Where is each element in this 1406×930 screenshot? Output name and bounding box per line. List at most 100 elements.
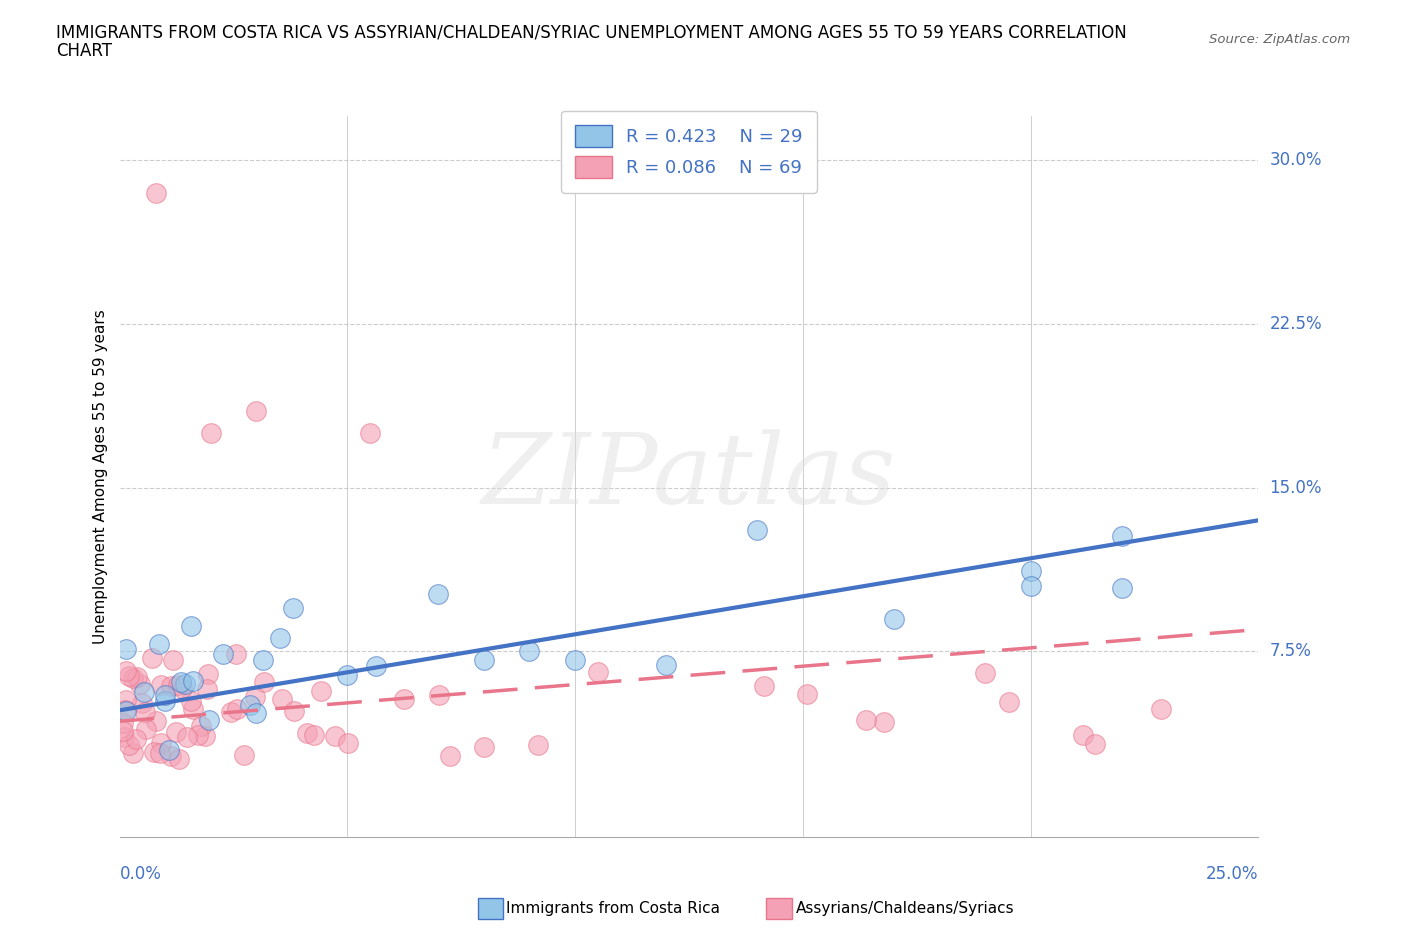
Point <box>197 681 219 696</box>
Point <box>219 705 242 720</box>
Point <box>115 642 138 657</box>
Text: CHART: CHART <box>56 42 112 60</box>
Point <box>197 712 219 727</box>
Point <box>176 730 198 745</box>
Point <box>233 748 256 763</box>
Point <box>302 728 325 743</box>
Point <box>153 694 176 709</box>
Point <box>245 404 267 418</box>
Point <box>225 702 247 717</box>
Point <box>167 678 190 693</box>
Point <box>165 724 187 739</box>
Point <box>112 724 135 738</box>
Point <box>1071 727 1094 742</box>
Point <box>180 618 202 633</box>
Point <box>392 692 415 707</box>
Point <box>190 719 212 734</box>
Point <box>873 714 896 729</box>
Point <box>855 713 877 728</box>
Point <box>359 426 381 441</box>
Point <box>238 698 260 712</box>
Point <box>132 684 155 699</box>
Point <box>118 737 141 752</box>
Point <box>472 653 495 668</box>
Point <box>519 644 541 658</box>
Text: Assyrians/Chaldeans/Syriacs: Assyrians/Chaldeans/Syriacs <box>796 901 1014 916</box>
Point <box>160 678 183 693</box>
Point <box>1111 528 1133 543</box>
Point <box>145 185 167 200</box>
Point <box>655 658 678 672</box>
Legend: R = 0.423    N = 29, R = 0.086    N = 69: R = 0.423 N = 29, R = 0.086 N = 69 <box>561 111 817 193</box>
Point <box>131 696 153 711</box>
Point <box>143 745 166 760</box>
Point <box>472 740 495 755</box>
Point <box>148 637 170 652</box>
Text: 0.0%: 0.0% <box>120 865 162 883</box>
Point <box>115 693 138 708</box>
Point <box>150 678 173 693</box>
Point <box>225 646 247 661</box>
Point <box>1150 701 1173 716</box>
Point <box>243 690 266 705</box>
Point <box>527 737 550 752</box>
Point <box>747 523 769 538</box>
Point <box>162 653 184 668</box>
Point <box>883 612 905 627</box>
Point <box>170 674 193 689</box>
Text: 22.5%: 22.5% <box>1270 314 1322 333</box>
Text: 25.0%: 25.0% <box>1206 865 1258 883</box>
Text: IMMIGRANTS FROM COSTA RICA VS ASSYRIAN/CHALDEAN/SYRIAC UNEMPLOYMENT AMONG AGES 5: IMMIGRANTS FROM COSTA RICA VS ASSYRIAN/C… <box>56 23 1128 41</box>
Point <box>796 687 818 702</box>
Point <box>149 745 172 760</box>
Point <box>125 731 148 746</box>
Point <box>323 729 346 744</box>
Point <box>336 668 359 683</box>
Point <box>211 647 233 662</box>
Point <box>269 631 291 645</box>
Point <box>187 728 209 743</box>
Point <box>974 666 997 681</box>
Point <box>252 652 274 667</box>
Point <box>427 587 450 602</box>
Point <box>174 677 197 692</box>
Point <box>295 725 318 740</box>
Text: 15.0%: 15.0% <box>1270 479 1322 497</box>
Point <box>366 658 388 673</box>
Point <box>112 730 135 745</box>
Point <box>281 601 304 616</box>
Point <box>564 653 586 668</box>
Point <box>159 748 181 763</box>
Point <box>125 670 148 684</box>
Point <box>122 746 145 761</box>
Point <box>180 694 202 709</box>
Point <box>337 736 360 751</box>
Text: Immigrants from Costa Rica: Immigrants from Costa Rica <box>506 901 720 916</box>
Point <box>153 687 176 702</box>
Point <box>1111 581 1133 596</box>
Point <box>167 751 190 766</box>
Point <box>134 704 156 719</box>
Point <box>752 678 775 693</box>
Point <box>197 667 219 682</box>
Point <box>115 704 138 719</box>
Text: 7.5%: 7.5% <box>1270 643 1312 660</box>
Point <box>114 702 136 717</box>
Point <box>1019 564 1042 578</box>
Point <box>200 426 222 441</box>
Point <box>170 681 193 696</box>
Point <box>271 691 294 706</box>
Point <box>429 688 451 703</box>
Point <box>135 721 157 736</box>
Point <box>141 650 163 665</box>
Point <box>1019 578 1042 593</box>
Point <box>194 729 217 744</box>
Y-axis label: Unemployment Among Ages 55 to 59 years: Unemployment Among Ages 55 to 59 years <box>93 310 108 644</box>
Text: ZIPatlas: ZIPatlas <box>482 429 896 525</box>
Point <box>998 695 1021 710</box>
Point <box>149 736 172 751</box>
Point <box>115 664 138 679</box>
Point <box>283 703 305 718</box>
Point <box>111 716 134 731</box>
Point <box>118 669 141 684</box>
